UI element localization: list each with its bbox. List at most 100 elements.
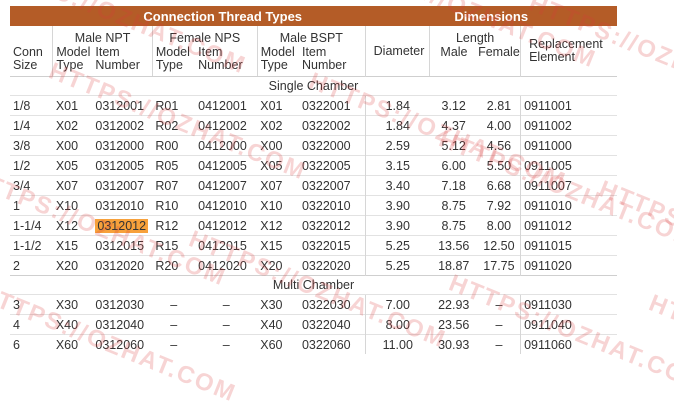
male-bspt-item-cell: 0322015 — [298, 235, 366, 256]
male-bspt-model-cell: X01 — [257, 95, 299, 116]
female-nps-model-cell: R00 — [152, 135, 196, 156]
length-female-cell: 4.56 — [477, 135, 521, 156]
diameter-cell: 8.00 — [364, 314, 430, 335]
diameter-cell: 11.00 — [364, 334, 430, 354]
replacement-element-cell: 0911007 — [520, 175, 617, 196]
male-npt-item-cell: 0312002 — [92, 115, 153, 136]
male-npt-model-cell: X60 — [52, 334, 93, 354]
male-bspt-item-cell: 0322005 — [298, 155, 366, 176]
male-npt-item-number-header: Item Number — [92, 46, 153, 77]
replacement-element-cell: 0911030 — [520, 294, 617, 315]
conn-size-cell: 1-1/4 — [10, 215, 53, 236]
replacement-element-cell: 0911002 — [520, 115, 617, 136]
male-bspt-item-cell: 0322000 — [298, 135, 366, 156]
spec-table-wrapper: Connection Thread Types Dimensions Male … — [10, 6, 617, 354]
length-female-cell: – — [477, 294, 521, 315]
table-row: 1-1/2 X15 0312015 R15 0412015 X15 0322015 5.25 1… — [10, 235, 617, 256]
male-npt-header: Male NPT — [52, 26, 153, 46]
male-bspt-model-cell: X20 — [257, 255, 299, 276]
conn-size-cell: 1/2 — [10, 155, 53, 176]
length-female-cell: – — [477, 314, 521, 335]
length-female-header: Female — [477, 46, 521, 77]
male-npt-model-cell: X02 — [52, 115, 93, 136]
male-bspt-model-type-header: Model Type — [256, 46, 299, 77]
male-bspt-item-cell: 0322007 — [298, 175, 366, 196]
length-male-header: Male — [429, 46, 478, 77]
male-npt-model-cell: X40 — [52, 314, 93, 335]
table-row: 3 X30 0312030– – X30 0322030 7.00 22.93–0911030 — [10, 294, 617, 315]
dimensions-header: Dimensions — [365, 6, 617, 26]
female-nps-item-cell: 0412000 — [195, 135, 258, 156]
male-bspt-model-cell: X02 — [257, 115, 299, 136]
male-bspt-item-cell: 0322012 — [298, 215, 366, 236]
male-bspt-item-cell: 0322040 — [298, 314, 366, 335]
length-female-cell: – — [477, 334, 521, 354]
diameter-cell: 1.84 — [364, 115, 430, 136]
connection-thread-types-header: Connection Thread Types — [10, 6, 366, 26]
female-nps-item-cell: 0412007 — [195, 175, 258, 196]
replacement-element-cell: 0911005 — [520, 155, 617, 176]
table-row: 1/8 X01 0312001 R01 0412001 X01 0322001 1.84 3.1… — [10, 95, 617, 116]
table-row: 3/8 X00 0312000 R00 0412000 X00 0322000 2.59 5.1… — [10, 135, 617, 156]
conn-size-cell: 2 — [10, 255, 53, 276]
conn-size-cell: 3/8 — [10, 135, 53, 156]
length-male-cell: 5.12 — [429, 135, 478, 156]
replacement-element-cell: 0911001 — [520, 95, 617, 116]
male-npt-item-cell: 0312007 — [92, 175, 153, 196]
replacement-element-cell: 0911020 — [520, 255, 617, 276]
section-title: Multi Chamber — [10, 275, 617, 295]
length-female-cell: 8.00 — [477, 215, 521, 236]
male-npt-item-cell: 0312060 — [92, 334, 153, 354]
replacement-element-cell: 0911000 — [520, 135, 617, 156]
replacement-element-header: Replacement Element — [520, 26, 617, 77]
replacement-element-cell: 0911015 — [520, 235, 617, 256]
diameter-cell: 3.90 — [364, 215, 430, 236]
female-nps-item-cell: 0412002 — [195, 115, 258, 136]
male-npt-item-cell: 0312000 — [92, 135, 153, 156]
replacement-element-cell: 0911012 — [520, 215, 617, 236]
table-header: Connection Thread Types Dimensions Male … — [10, 6, 617, 77]
male-bspt-model-cell: X07 — [257, 175, 299, 196]
length-male-cell: 8.75 — [429, 195, 478, 216]
length-female-cell: 5.50 — [477, 155, 521, 176]
male-npt-model-cell: X07 — [52, 175, 93, 196]
table-row: 4 X40 0312040– – X40 0322040 8.00 23.56–0911040 — [10, 314, 617, 335]
female-nps-model-cell: – — [152, 294, 196, 315]
female-nps-model-cell: R02 — [152, 115, 196, 136]
female-nps-model-cell: R10 — [152, 195, 196, 216]
diameter-cell: 5.25 — [364, 255, 430, 276]
female-nps-model-cell: R20 — [152, 255, 196, 276]
female-nps-model-cell: R07 — [152, 175, 196, 196]
length-female-cell: 6.68 — [477, 175, 521, 196]
length-male-cell: 7.18 — [429, 175, 478, 196]
male-bspt-model-cell: X30 — [257, 294, 299, 315]
male-npt-model-cell: X30 — [52, 294, 93, 315]
female-nps-model-type-header: Model Type — [151, 46, 196, 77]
female-nps-model-cell: R01 — [152, 95, 196, 116]
male-npt-item-cell: 0312015 — [92, 235, 153, 256]
male-npt-item-cell: 0312005 — [92, 155, 153, 176]
table-row: 1/2 X05 0312005 R05 0412005 X05 0322005 3.15 6.0… — [10, 155, 617, 176]
female-nps-item-cell: 0412005 — [195, 155, 258, 176]
section-header-row: Multi Chamber — [10, 275, 617, 295]
table-row: 6 X60 0312060– – X60 0322060 11.00 30.93–091106… — [10, 334, 617, 354]
length-female-cell: 7.92 — [477, 195, 521, 216]
table-row: 1/4 X02 0312002 R02 0412002 X02 0322002 1.84 4.3… — [10, 115, 617, 136]
male-npt-model-cell: X01 — [52, 95, 93, 116]
male-npt-item-cell: 0312010 — [92, 195, 153, 216]
male-npt-model-cell: X05 — [52, 155, 93, 176]
conn-size-cell: 1-1/2 — [10, 235, 53, 256]
watermark-text: HTTPS://OZHAT.COM — [645, 289, 674, 418]
male-bspt-model-cell: X10 — [257, 195, 299, 216]
diameter-cell: 3.40 — [364, 175, 430, 196]
female-nps-model-cell: R05 — [152, 155, 196, 176]
female-nps-item-cell: – — [195, 314, 258, 335]
male-npt-item-cell: 0312001 — [92, 95, 153, 116]
length-male-cell: 8.75 — [429, 215, 478, 236]
female-nps-model-cell: R12 — [152, 215, 196, 236]
diameter-cell: 3.15 — [364, 155, 430, 176]
female-nps-header: Female NPS — [151, 26, 258, 46]
table-row: 3/4 X07 0312007 R07 0412007 X07 0322007 3.40 7.1… — [10, 175, 617, 196]
diameter-cell: 3.90 — [364, 195, 430, 216]
diameter-header: Diameter — [364, 26, 430, 77]
